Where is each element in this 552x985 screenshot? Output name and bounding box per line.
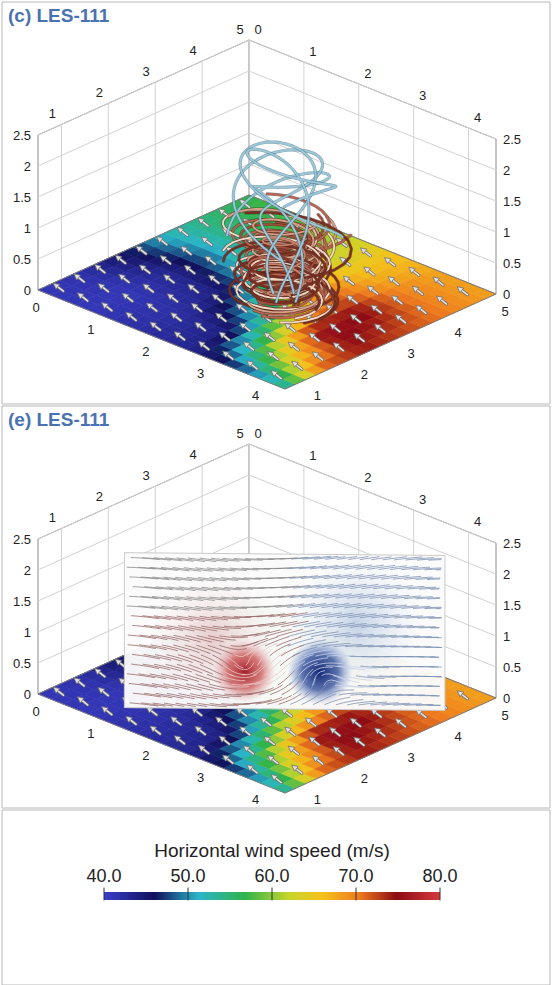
svg-text:1: 1 <box>503 629 510 644</box>
svg-text:70.0: 70.0 <box>338 866 373 886</box>
svg-text:3: 3 <box>143 64 150 79</box>
svg-text:4: 4 <box>189 43 196 58</box>
svg-text:2: 2 <box>364 66 371 81</box>
svg-text:0: 0 <box>254 426 261 441</box>
svg-text:5: 5 <box>501 304 508 319</box>
svg-text:1.5: 1.5 <box>13 594 31 609</box>
svg-text:2: 2 <box>24 159 31 174</box>
svg-text:1: 1 <box>314 388 321 403</box>
svg-text:60.0: 60.0 <box>254 866 289 886</box>
svg-text:2: 2 <box>96 85 103 100</box>
svg-text:1: 1 <box>314 792 321 807</box>
svg-text:(c) LES-111: (c) LES-111 <box>8 5 110 26</box>
svg-text:0.5: 0.5 <box>13 656 31 671</box>
svg-text:4: 4 <box>454 325 461 340</box>
svg-text:0.5: 0.5 <box>503 660 521 675</box>
svg-text:2: 2 <box>503 567 510 582</box>
svg-text:4: 4 <box>454 729 461 744</box>
svg-text:2: 2 <box>96 489 103 504</box>
svg-text:40.0: 40.0 <box>86 866 121 886</box>
svg-text:0: 0 <box>32 300 39 315</box>
svg-text:0: 0 <box>24 687 31 702</box>
svg-text:3: 3 <box>419 492 426 507</box>
svg-text:3: 3 <box>143 468 150 483</box>
svg-text:0: 0 <box>254 22 261 37</box>
svg-text:2.5: 2.5 <box>503 132 521 147</box>
svg-text:3: 3 <box>408 346 415 361</box>
svg-text:1: 1 <box>49 106 56 121</box>
svg-text:3: 3 <box>197 366 204 381</box>
svg-text:0.5: 0.5 <box>13 252 31 267</box>
svg-text:2: 2 <box>364 470 371 485</box>
svg-text:3: 3 <box>408 750 415 765</box>
svg-text:1.5: 1.5 <box>13 190 31 205</box>
svg-text:2.5: 2.5 <box>13 128 31 143</box>
svg-text:4: 4 <box>252 792 259 807</box>
svg-text:80.0: 80.0 <box>422 866 457 886</box>
svg-text:5: 5 <box>236 426 243 441</box>
svg-text:3: 3 <box>419 88 426 103</box>
svg-text:0: 0 <box>32 704 39 719</box>
svg-text:0: 0 <box>503 287 510 302</box>
svg-text:1.5: 1.5 <box>503 598 521 613</box>
svg-text:2: 2 <box>503 163 510 178</box>
svg-text:1: 1 <box>87 322 94 337</box>
svg-text:50.0: 50.0 <box>170 866 205 886</box>
svg-text:2: 2 <box>142 748 149 763</box>
svg-text:2.5: 2.5 <box>13 532 31 547</box>
svg-text:5: 5 <box>501 708 508 723</box>
svg-text:4: 4 <box>474 514 481 529</box>
svg-text:4: 4 <box>474 110 481 125</box>
svg-text:3: 3 <box>197 770 204 785</box>
svg-text:1: 1 <box>309 448 316 463</box>
svg-text:1.5: 1.5 <box>503 194 521 209</box>
svg-text:0.5: 0.5 <box>503 256 521 271</box>
svg-text:2: 2 <box>361 367 368 382</box>
svg-text:2.5: 2.5 <box>503 536 521 551</box>
svg-text:1: 1 <box>49 510 56 525</box>
svg-text:1: 1 <box>309 44 316 59</box>
svg-text:4: 4 <box>252 388 259 403</box>
svg-text:(e) LES-111: (e) LES-111 <box>8 409 110 430</box>
svg-text:4: 4 <box>189 447 196 462</box>
svg-text:0: 0 <box>24 283 31 298</box>
svg-text:1: 1 <box>24 625 31 640</box>
svg-text:0: 0 <box>503 691 510 706</box>
svg-text:Horizontal wind speed (m/s): Horizontal wind speed (m/s) <box>154 840 389 861</box>
svg-text:1: 1 <box>503 225 510 240</box>
svg-text:2: 2 <box>361 771 368 786</box>
svg-text:2: 2 <box>24 563 31 578</box>
svg-text:1: 1 <box>24 221 31 236</box>
svg-text:2: 2 <box>142 344 149 359</box>
svg-text:1: 1 <box>87 726 94 741</box>
svg-text:5: 5 <box>236 22 243 37</box>
